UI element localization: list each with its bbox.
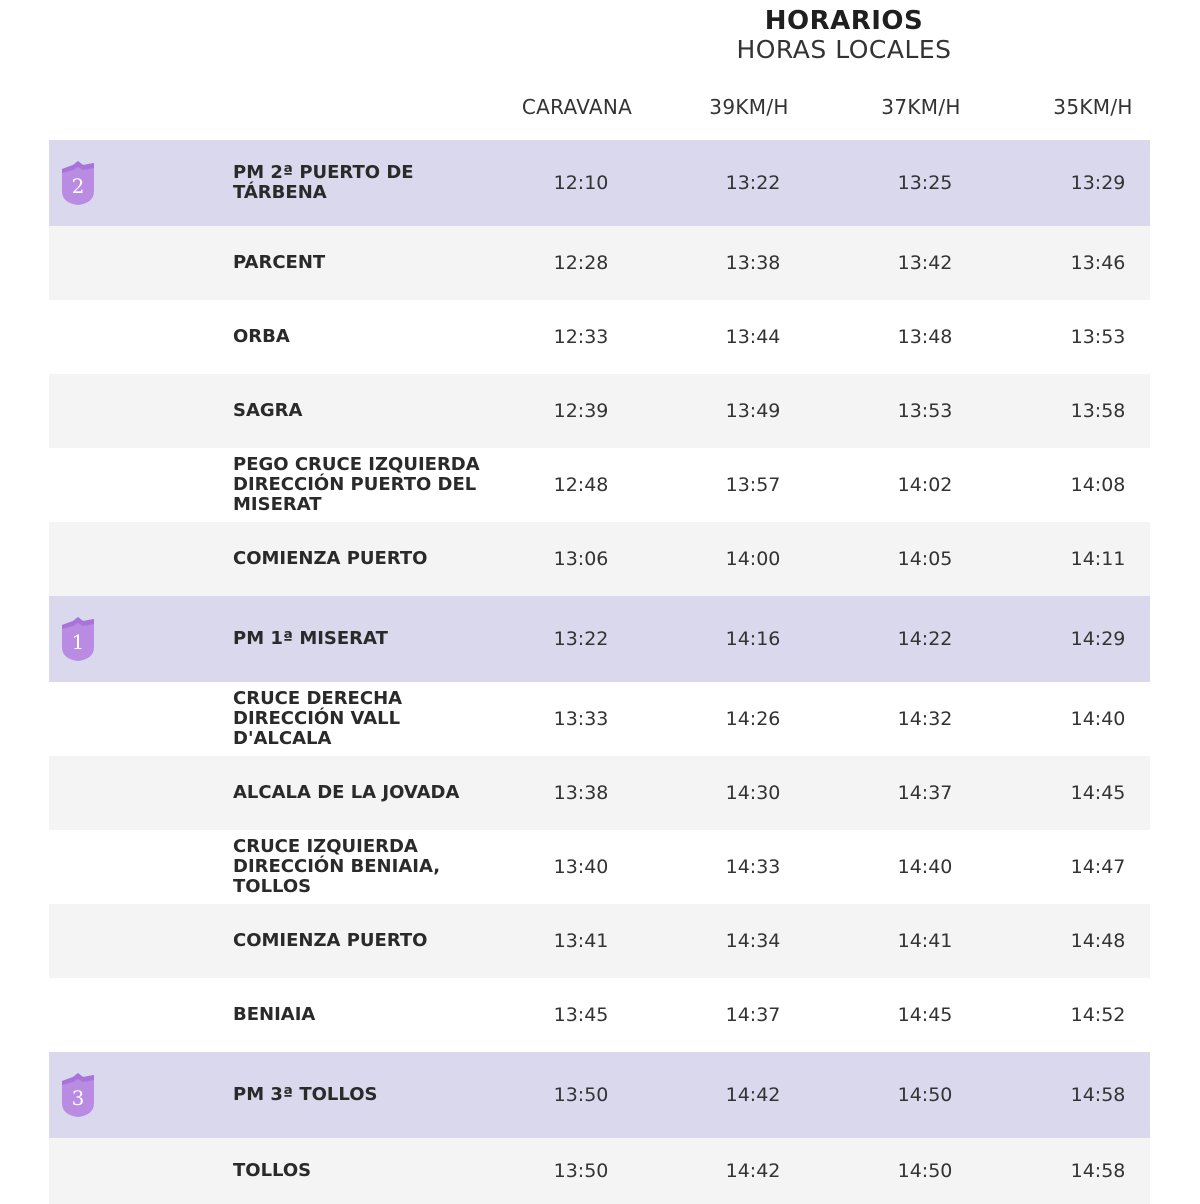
time-cell-35kmh: 14:08: [1070, 474, 1126, 496]
time-cell-37kmh: 14:50: [897, 1160, 953, 1182]
time-cell-caravana: 12:48: [553, 474, 609, 496]
time-cell-39kmh: 13:57: [725, 474, 781, 496]
time-cell-37kmh: 14:22: [897, 628, 953, 650]
place-name: PEGO CRUCE IZQUIERDA DIRECCIÓN PUERTO DE…: [233, 454, 480, 515]
climb-row: 1 PM 1ª MISERAT 13:22 14:16 14:22 14:29: [49, 596, 1150, 682]
time-cell-35kmh: 13:29: [1070, 172, 1126, 194]
place-name: CRUCE IZQUIERDA DIRECCIÓN BENIAIA, TOLLO…: [233, 836, 441, 897]
table-row: CRUCE DERECHA DIRECCIÓN VALL D'ALCALA 13:…: [49, 682, 1150, 756]
time-cell-37kmh: 14:45: [897, 1004, 953, 1026]
time-cell-caravana: 13:41: [553, 930, 609, 952]
time-cell-caravana: 13:38: [553, 782, 609, 804]
place-name: SAGRA: [233, 400, 303, 421]
time-cell-35kmh: 14:52: [1070, 1004, 1126, 1026]
time-cell-37kmh: 14:37: [897, 782, 953, 804]
time-cell-39kmh: 14:16: [725, 628, 781, 650]
table-row: ORBA 12:33 13:44 13:48 13:53: [49, 300, 1150, 374]
time-cell-39kmh: 14:30: [725, 782, 781, 804]
time-cell-caravana: 12:28: [553, 252, 609, 274]
time-cell-caravana: 12:10: [553, 172, 609, 194]
mountain-category-badge-icon: 1: [60, 615, 96, 663]
table-row: COMIENZA PUERTO 13:41 14:34 14:41 14:48: [49, 904, 1150, 978]
time-cell-caravana: 13:50: [553, 1160, 609, 1182]
time-cell-39kmh: 14:42: [725, 1084, 781, 1106]
time-cell-caravana: 13:33: [553, 708, 609, 730]
table-row: PARCENT 12:28 13:38 13:42 13:46: [49, 226, 1150, 300]
time-cell-39kmh: 13:44: [725, 326, 781, 348]
column-header-35kmh: 35KM/H: [1053, 95, 1133, 119]
time-cell-37kmh: 13:42: [897, 252, 953, 274]
time-cell-caravana: 13:06: [553, 548, 609, 570]
time-cell-37kmh: 14:05: [897, 548, 953, 570]
svg-text:2: 2: [72, 174, 85, 198]
place-name: COMIENZA PUERTO: [233, 548, 428, 569]
column-header-39kmh: 39KM/H: [709, 95, 789, 119]
schedule-table: 2 PM 2ª PUERTO DE TÁRBENA 12:10 13:22 13:25 1…: [49, 140, 1150, 1204]
time-cell-39kmh: 14:26: [725, 708, 781, 730]
time-cell-35kmh: 14:29: [1070, 628, 1126, 650]
time-cell-35kmh: 14:58: [1070, 1160, 1126, 1182]
table-row: PEGO CRUCE IZQUIERDA DIRECCIÓN PUERTO DE…: [49, 448, 1150, 522]
svg-text:3: 3: [72, 1086, 85, 1110]
place-name: PM 2ª PUERTO DE TÁRBENA: [233, 162, 414, 203]
time-cell-39kmh: 13:38: [725, 252, 781, 274]
time-cell-35kmh: 14:48: [1070, 930, 1126, 952]
time-cell-37kmh: 13:25: [897, 172, 953, 194]
table-row: ALCALA DE LA JOVADA 13:38 14:30 14:37 14:45: [49, 756, 1150, 830]
place-name: TOLLOS: [233, 1160, 312, 1181]
column-header-caravana: CARAVANA: [521, 95, 633, 119]
svg-text:1: 1: [72, 630, 85, 654]
climb-row: 3 PM 3ª TOLLOS 13:50 14:42 14:50 14:58: [49, 1052, 1150, 1138]
time-cell-37kmh: 14:41: [897, 930, 953, 952]
time-cell-35kmh: 13:58: [1070, 400, 1126, 422]
time-cell-35kmh: 14:47: [1070, 856, 1126, 878]
time-cell-39kmh: 14:37: [725, 1004, 781, 1026]
time-cell-37kmh: 14:02: [897, 474, 953, 496]
table-row: SAGRA 12:39 13:49 13:53 13:58: [49, 374, 1150, 448]
time-cell-caravana: 12:39: [553, 400, 609, 422]
time-cell-39kmh: 14:00: [725, 548, 781, 570]
time-cell-35kmh: 14:40: [1070, 708, 1126, 730]
time-cell-37kmh: 13:48: [897, 326, 953, 348]
time-cell-39kmh: 13:49: [725, 400, 781, 422]
time-cell-caravana: 13:50: [553, 1084, 609, 1106]
time-cell-39kmh: 13:22: [725, 172, 781, 194]
page-title: HORARIOS: [764, 6, 924, 36]
place-name: COMIENZA PUERTO: [233, 930, 428, 951]
time-cell-37kmh: 13:53: [897, 400, 953, 422]
time-cell-39kmh: 14:42: [725, 1160, 781, 1182]
table-row: TOLLOS 13:50 14:42 14:50 14:58: [49, 1138, 1150, 1204]
time-cell-35kmh: 13:46: [1070, 252, 1126, 274]
time-cell-37kmh: 14:40: [897, 856, 953, 878]
title-block: HORARIOS HORAS LOCALES: [700, 6, 988, 64]
climb-row: 2 PM 2ª PUERTO DE TÁRBENA 12:10 13:22 13:25 1…: [49, 140, 1150, 226]
table-row: CRUCE IZQUIERDA DIRECCIÓN BENIAIA, TOLLO…: [49, 830, 1150, 904]
time-cell-37kmh: 14:50: [897, 1084, 953, 1106]
time-cell-35kmh: 14:58: [1070, 1084, 1126, 1106]
time-cell-caravana: 12:33: [553, 326, 609, 348]
column-header-37kmh: 37KM/H: [881, 95, 961, 119]
table-row: BENIAIA 13:45 14:37 14:45 14:52: [49, 978, 1150, 1052]
place-name: PARCENT: [233, 252, 326, 273]
mountain-category-badge-icon: 3: [60, 1071, 96, 1119]
mountain-category-badge-icon: 2: [60, 159, 96, 207]
place-name: PM 1ª MISERAT: [233, 628, 388, 649]
time-cell-35kmh: 14:11: [1070, 548, 1126, 570]
time-cell-caravana: 13:40: [553, 856, 609, 878]
place-name: ORBA: [233, 326, 290, 347]
table-row: COMIENZA PUERTO 13:06 14:00 14:05 14:11: [49, 522, 1150, 596]
time-cell-39kmh: 14:33: [725, 856, 781, 878]
place-name: BENIAIA: [233, 1004, 316, 1025]
page-subtitle: HORAS LOCALES: [736, 35, 952, 64]
place-name: PM 3ª TOLLOS: [233, 1084, 378, 1105]
place-name: ALCALA DE LA JOVADA: [233, 782, 460, 803]
time-cell-35kmh: 14:45: [1070, 782, 1126, 804]
place-name: CRUCE DERECHA DIRECCIÓN VALL D'ALCALA: [233, 688, 403, 749]
time-cell-37kmh: 14:32: [897, 708, 953, 730]
time-cell-caravana: 13:45: [553, 1004, 609, 1026]
time-cell-caravana: 13:22: [553, 628, 609, 650]
time-cell-39kmh: 14:34: [725, 930, 781, 952]
time-cell-35kmh: 13:53: [1070, 326, 1126, 348]
